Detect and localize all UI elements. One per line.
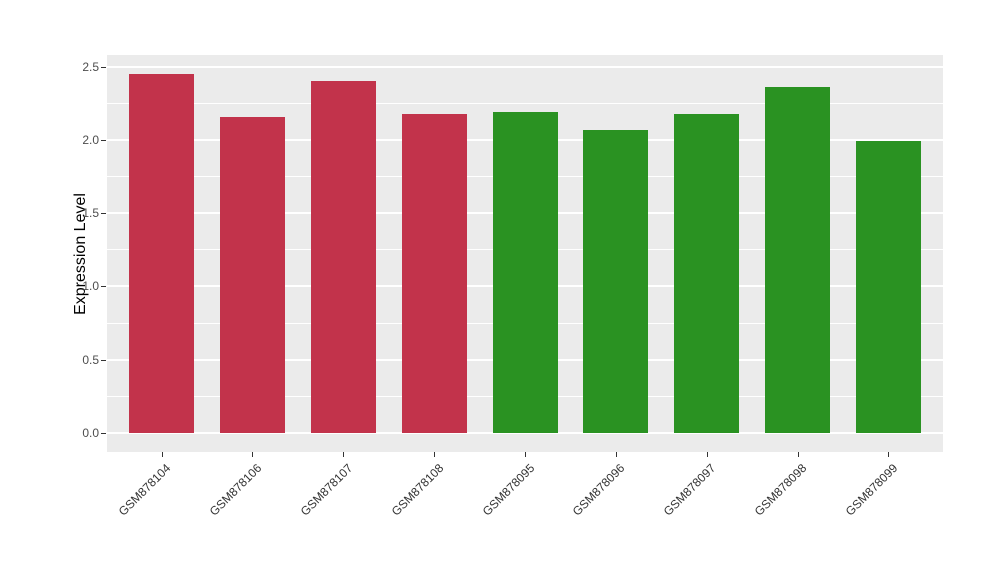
x-tick-label: GSM878106 bbox=[206, 461, 265, 519]
x-tick-mark bbox=[797, 452, 799, 457]
bar-GSM878096 bbox=[583, 129, 649, 433]
plot-panel bbox=[107, 55, 943, 452]
y-tick-label: 2.5 bbox=[82, 59, 99, 74]
x-tick-mark bbox=[525, 452, 526, 457]
y-tick-label: 1.0 bbox=[82, 279, 99, 294]
bar-GSM878099 bbox=[855, 141, 921, 433]
x-tick-mark bbox=[252, 452, 254, 457]
bar-GSM878104 bbox=[129, 74, 195, 433]
y-axis-title: Expression Level bbox=[72, 192, 89, 315]
y-tick-label: 2.0 bbox=[82, 132, 99, 147]
y-tick-label: 1.5 bbox=[82, 206, 99, 221]
y-tick-mark bbox=[101, 286, 106, 288]
y-tick-mark bbox=[101, 432, 106, 434]
x-tick-label: GSM878095 bbox=[479, 461, 537, 519]
x-tick-mark bbox=[434, 452, 436, 457]
x-tick-label: GSM878096 bbox=[570, 461, 628, 519]
gridline-minor bbox=[107, 102, 943, 104]
bar-GSM878097 bbox=[674, 113, 740, 433]
x-tick-label: GSM878107 bbox=[297, 461, 356, 519]
bar-GSM878108 bbox=[401, 113, 467, 433]
x-tick-mark bbox=[343, 452, 345, 457]
gridline-major bbox=[107, 65, 943, 68]
y-tick-mark bbox=[101, 139, 106, 141]
y-tick-mark bbox=[101, 66, 106, 68]
x-tick-label: GSM878097 bbox=[661, 461, 719, 519]
bar-GSM878107 bbox=[310, 81, 376, 433]
x-tick-mark bbox=[161, 452, 163, 457]
x-tick-label: GSM878104 bbox=[115, 461, 174, 519]
x-tick-label: GSM878099 bbox=[842, 461, 901, 519]
y-tick-mark bbox=[101, 359, 106, 361]
y-tick-mark bbox=[101, 213, 106, 215]
bar-GSM878098 bbox=[765, 87, 831, 433]
x-tick-mark bbox=[706, 452, 708, 457]
bar-GSM878095 bbox=[492, 112, 558, 433]
y-tick-label: 0.0 bbox=[82, 425, 99, 440]
x-tick-label: GSM878108 bbox=[388, 461, 447, 519]
bar-GSM878106 bbox=[219, 116, 285, 433]
gridline-major bbox=[107, 431, 943, 434]
y-tick-label: 0.5 bbox=[82, 352, 99, 367]
x-tick-label: GSM878098 bbox=[751, 461, 810, 519]
x-tick-mark bbox=[888, 452, 890, 457]
x-tick-mark bbox=[615, 452, 617, 457]
